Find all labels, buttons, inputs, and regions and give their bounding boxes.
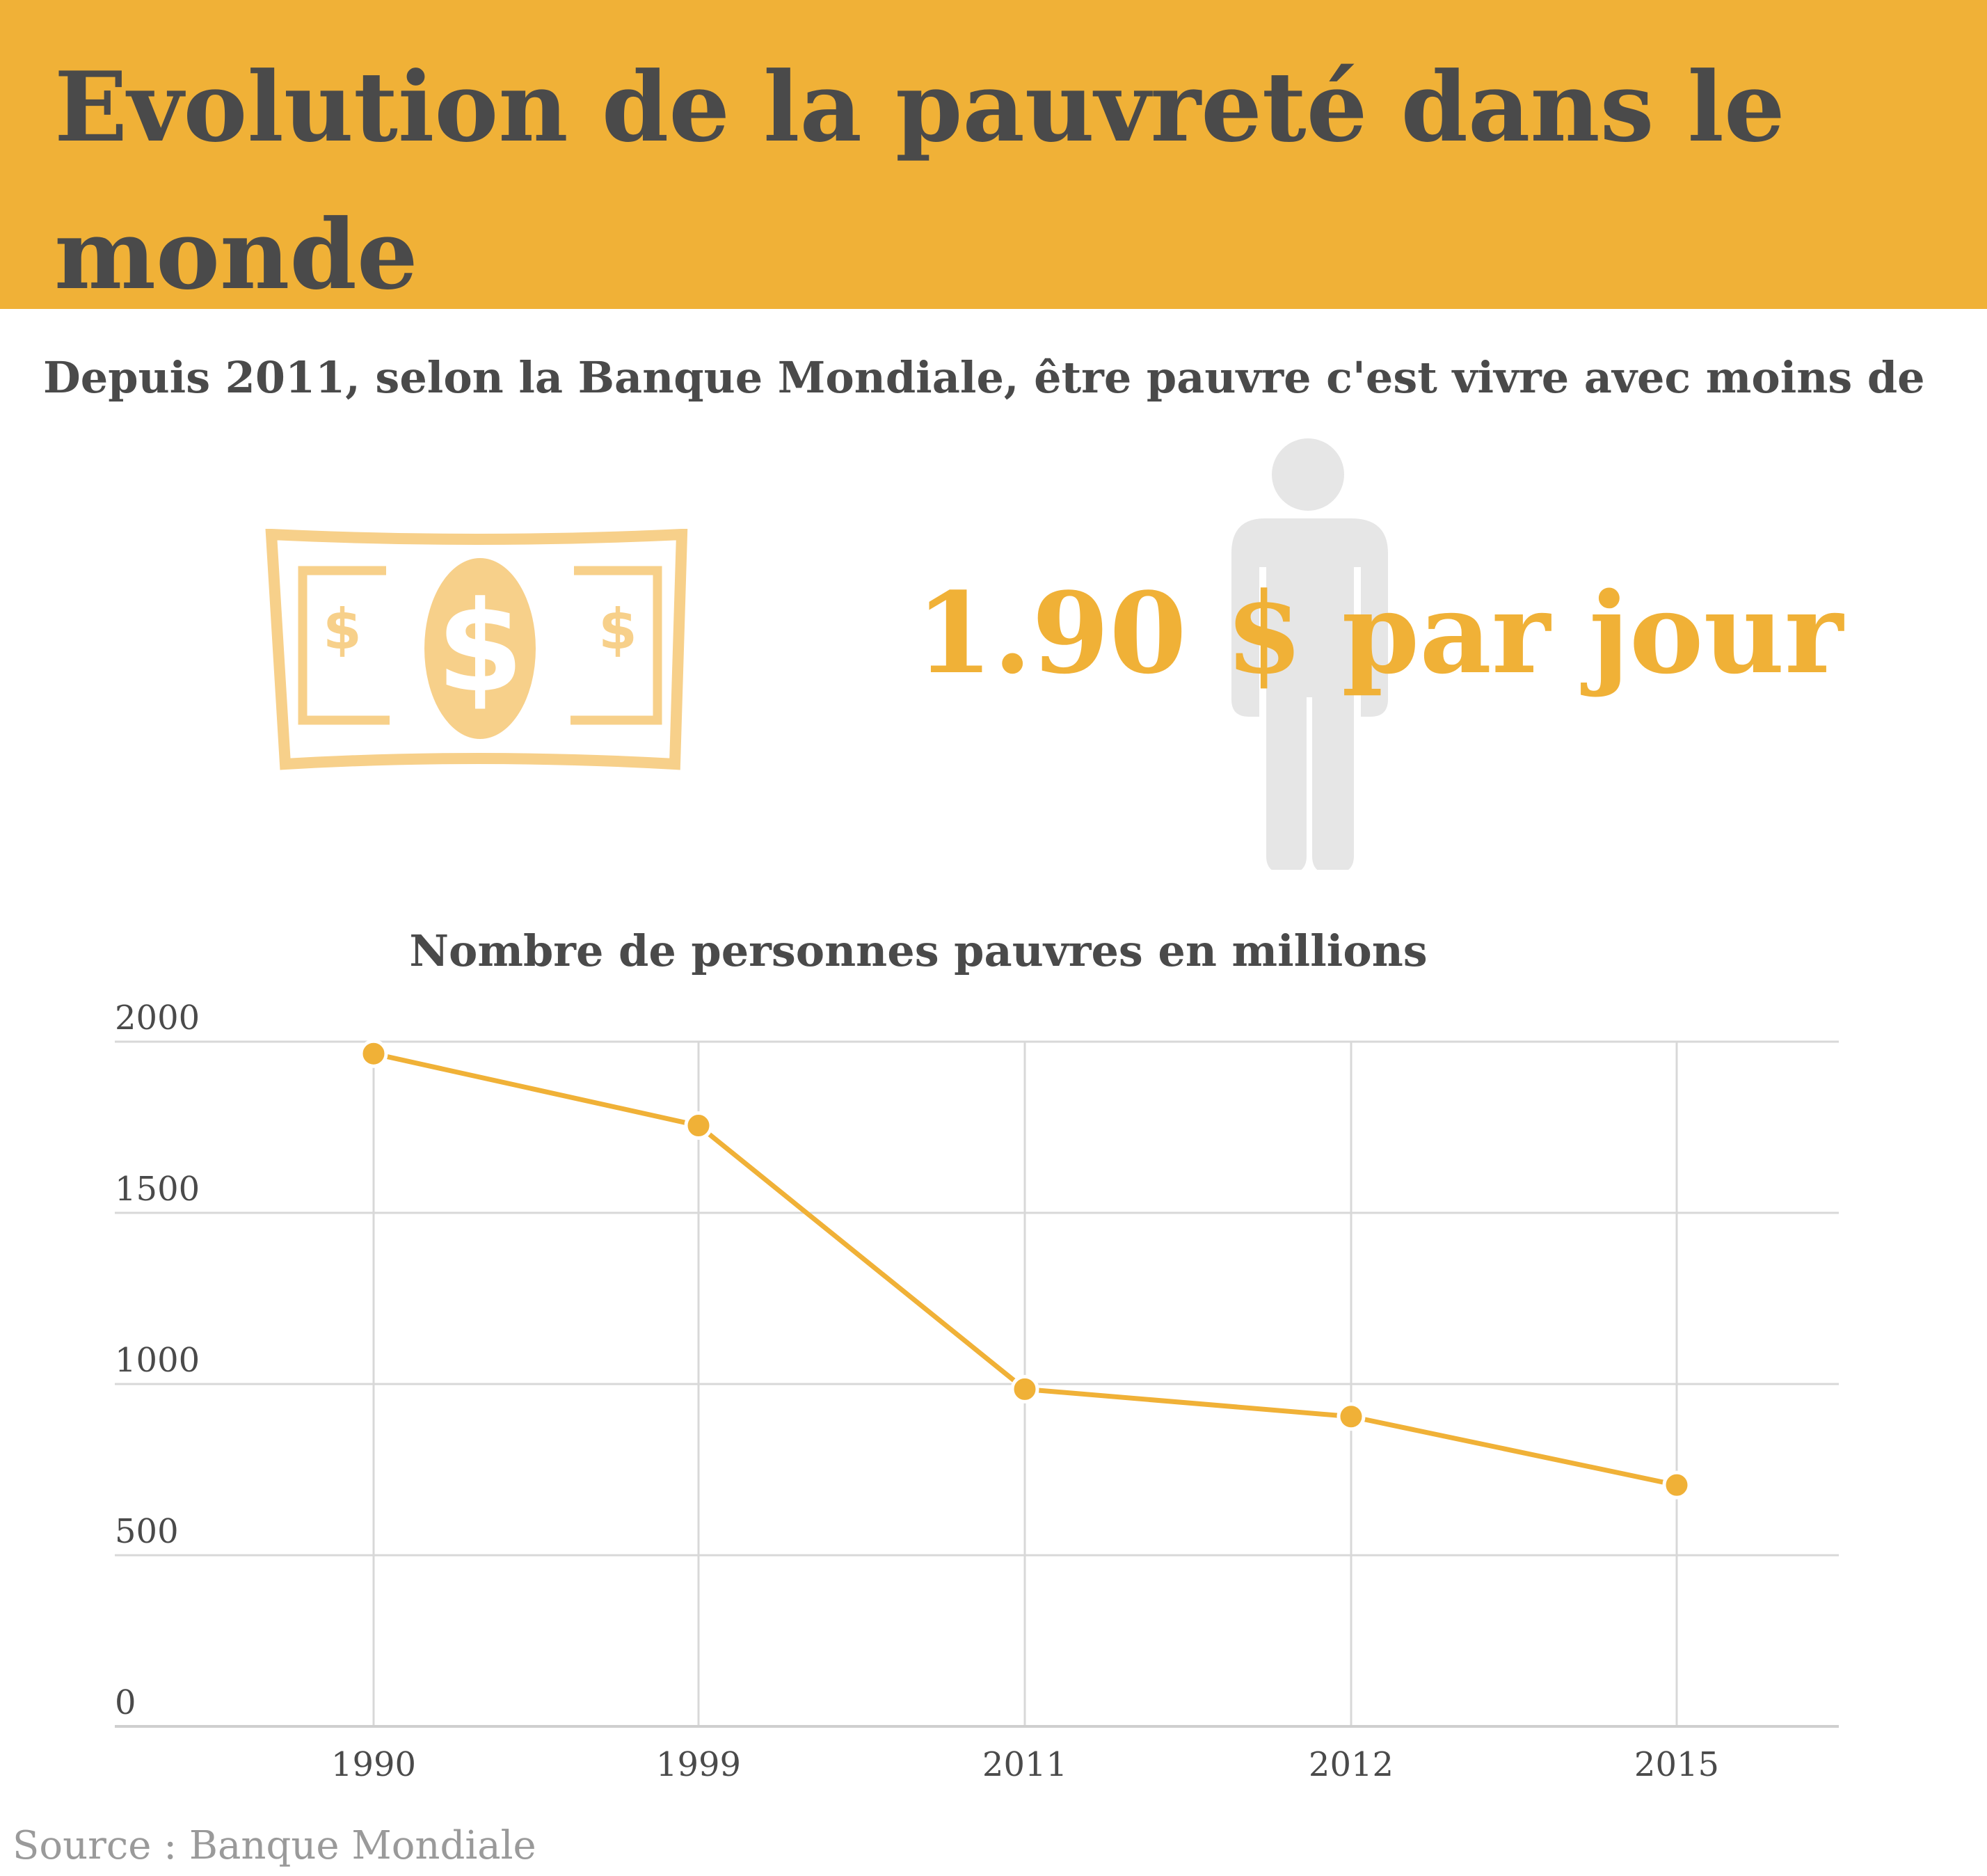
subtitle: Depuis 2011, selon la Banque Mondiale, ê… [43,352,1925,403]
data-point [1010,1374,1039,1404]
svg-text:$: $ [323,597,362,662]
y-tick-label: 500 [115,1512,179,1551]
data-point [1662,1470,1691,1500]
dollar-banknote-icon: $ $ $ [265,529,688,770]
poverty-line-rate: 1.90 $ par jour [916,568,1844,699]
source-note: Source : Banque Mondiale [13,1823,536,1868]
x-tick-label: 1999 [656,1745,741,1784]
data-point [359,1039,388,1068]
person-silhouette-icon [1231,438,1388,870]
chart-title: Nombre de personnes pauvres en millions [409,925,1428,976]
line-chart: 0 500 1000 1500 2000 1990 1999 2011 2012 2015 [115,999,1839,1784]
header-banner: Evolution de la pauvreté dans le monde [0,0,1987,311]
y-tick-label: 2000 [115,999,200,1038]
x-tick-label: 2012 [1309,1745,1394,1784]
svg-text:$: $ [598,597,637,662]
page-title: Evolution de la pauvreté dans le monde [54,50,1785,311]
y-tick-label: 1500 [115,1170,200,1209]
svg-text:$: $ [436,575,523,720]
x-tick-label: 2015 [1634,1745,1719,1784]
y-tick-label: 0 [115,1683,136,1722]
y-tick-label: 1000 [115,1341,200,1380]
data-point [684,1111,713,1140]
x-tick-label: 2011 [982,1745,1067,1784]
data-point [1336,1402,1366,1431]
x-tick-label: 1990 [331,1745,416,1784]
